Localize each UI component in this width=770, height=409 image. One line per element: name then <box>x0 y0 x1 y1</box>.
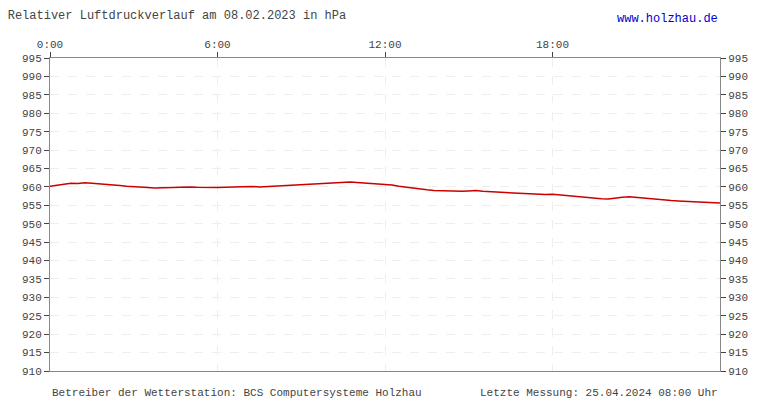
svg-text:970: 970 <box>728 145 748 157</box>
svg-text:925: 925 <box>22 311 42 323</box>
svg-text:980: 980 <box>728 108 748 120</box>
svg-text:915: 915 <box>728 347 748 359</box>
svg-text:Relativer Luftdruckverlauf am: Relativer Luftdruckverlauf am 08.02.2023… <box>8 9 346 23</box>
svg-text:935: 935 <box>22 274 42 286</box>
svg-text:995: 995 <box>728 53 748 65</box>
svg-text:910: 910 <box>728 366 748 378</box>
svg-text:www.holzhau.de: www.holzhau.de <box>617 12 718 26</box>
svg-text:0:00: 0:00 <box>37 39 63 51</box>
svg-text:955: 955 <box>22 200 42 212</box>
svg-text:Letzte Messung: 25.04.2024 08:: Letzte Messung: 25.04.2024 08:00 Uhr <box>480 387 718 399</box>
svg-text:965: 965 <box>22 163 42 175</box>
svg-text:12:00: 12:00 <box>368 39 401 51</box>
svg-text:955: 955 <box>728 200 748 212</box>
svg-text:975: 975 <box>22 126 42 138</box>
svg-text:950: 950 <box>22 219 42 231</box>
svg-text:930: 930 <box>22 292 42 304</box>
svg-text:960: 960 <box>728 182 748 194</box>
svg-text:985: 985 <box>728 90 748 102</box>
svg-text:945: 945 <box>22 237 42 249</box>
svg-text:970: 970 <box>22 145 42 157</box>
svg-text:925: 925 <box>728 311 748 323</box>
svg-text:6:00: 6:00 <box>204 39 230 51</box>
svg-text:Betreiber der Wetterstation: B: Betreiber der Wetterstation: BCS Compute… <box>52 387 422 399</box>
svg-text:990: 990 <box>728 71 748 83</box>
svg-text:910: 910 <box>22 366 42 378</box>
svg-text:930: 930 <box>728 292 748 304</box>
svg-text:995: 995 <box>22 53 42 65</box>
svg-text:950: 950 <box>728 219 748 231</box>
svg-text:990: 990 <box>22 71 42 83</box>
svg-text:935: 935 <box>728 274 748 286</box>
svg-text:945: 945 <box>728 237 748 249</box>
svg-text:920: 920 <box>728 329 748 341</box>
svg-text:920: 920 <box>22 329 42 341</box>
svg-text:975: 975 <box>728 126 748 138</box>
svg-text:965: 965 <box>728 163 748 175</box>
svg-text:915: 915 <box>22 347 42 359</box>
svg-text:940: 940 <box>22 255 42 267</box>
svg-text:960: 960 <box>22 182 42 194</box>
svg-text:980: 980 <box>22 108 42 120</box>
svg-text:940: 940 <box>728 255 748 267</box>
svg-text:18:00: 18:00 <box>536 39 569 51</box>
svg-text:985: 985 <box>22 90 42 102</box>
